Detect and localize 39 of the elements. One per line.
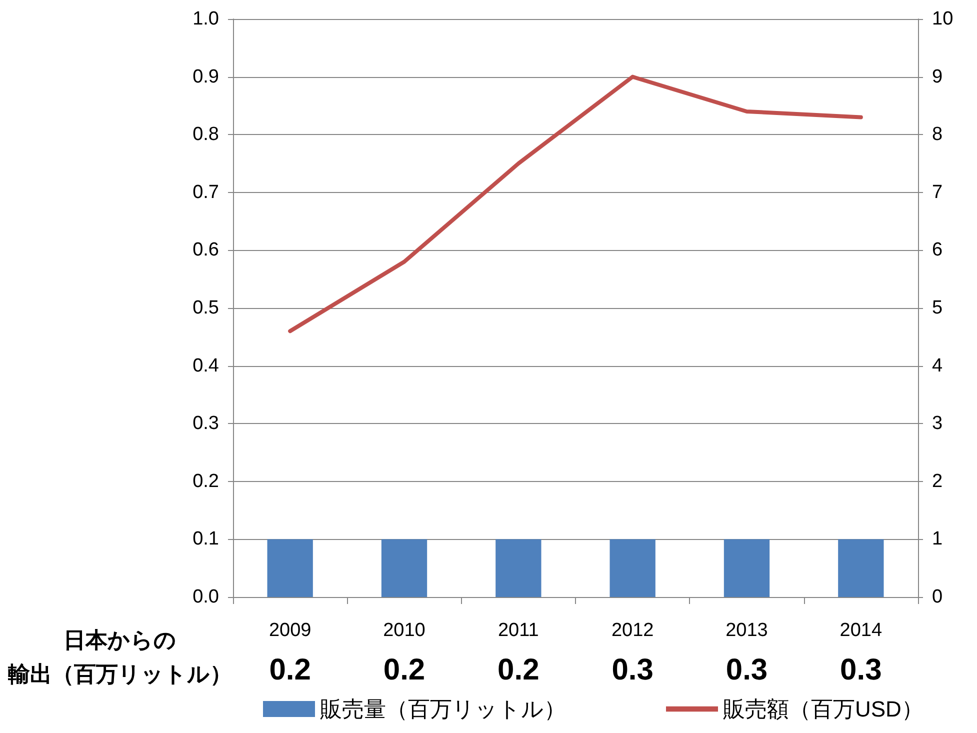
legend-label: 販売量（百万リットル） [320,696,566,722]
y-tick-label: 0.2 [192,470,219,492]
x-tick-label: 2013 [726,620,768,641]
x-tick-label: 2014 [840,620,882,641]
y2-tick-label: 7 [932,182,943,203]
y-tick-label: 0.4 [192,355,220,376]
y-tick-label: 0.0 [192,586,219,608]
y2-tick-label: 8 [932,124,943,146]
text: 0.2 [498,654,540,686]
x-tick-label: 2010 [383,620,426,641]
y2-tick-label: 10 [932,8,954,30]
y-tick-label: 0.5 [192,298,219,318]
y2-tick-label: 5 [932,298,943,318]
x-tick-label: 2011 [498,620,539,641]
y2-tick-label: 4 [932,355,943,376]
y-tick-label: 0.6 [192,240,219,261]
y2-tick-label: 2 [932,470,943,492]
x-tick-label: 2012 [611,620,654,641]
y-tick-label: 0.9 [192,66,219,88]
y2-tick-label: 3 [932,413,943,434]
text: 輸出（百万リットル） [7,662,232,686]
x-tick-label: 2009 [268,620,312,641]
text: 0.2 [383,654,426,686]
y2-tick-label: 6 [932,240,943,261]
y-tick-label: 0.3 [192,413,219,434]
legend-label: 販売額（百万USD） [723,696,924,722]
y-tick-label: 0.7 [192,182,219,203]
text: 0.3 [612,654,654,686]
y-tick-label: 1.0 [192,8,219,30]
text: 日本からの [64,628,176,652]
y2-tick-label: 0 [932,586,943,608]
text: 0.3 [726,654,768,686]
y-tick-label: 0.8 [192,124,219,146]
line-series [288,74,863,334]
text: 0.2 [269,654,311,686]
text: 0.3 [840,654,882,686]
y2-tick-label: 9 [932,66,943,88]
y2-tick-label: 1 [932,528,943,550]
y-tick-label: 0.1 [192,528,219,550]
